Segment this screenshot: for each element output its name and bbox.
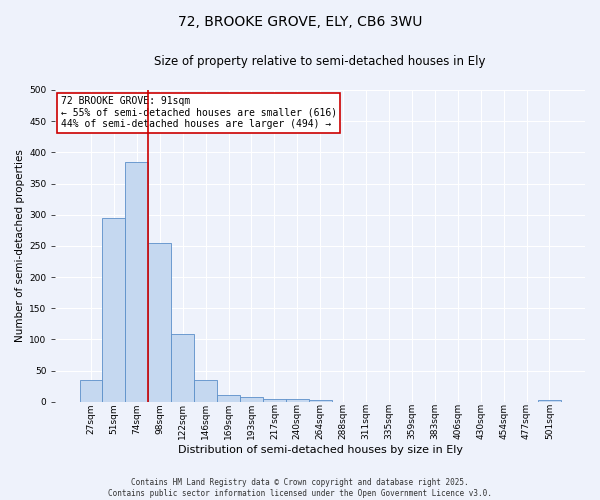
Text: 72 BROOKE GROVE: 91sqm
← 55% of semi-detached houses are smaller (616)
44% of se: 72 BROOKE GROVE: 91sqm ← 55% of semi-det… bbox=[61, 96, 337, 130]
Title: Size of property relative to semi-detached houses in Ely: Size of property relative to semi-detach… bbox=[154, 55, 486, 68]
Bar bbox=[171, 334, 194, 402]
X-axis label: Distribution of semi-detached houses by size in Ely: Distribution of semi-detached houses by … bbox=[178, 445, 463, 455]
Bar bbox=[286, 399, 309, 402]
Bar bbox=[125, 162, 148, 402]
Text: 72, BROOKE GROVE, ELY, CB6 3WU: 72, BROOKE GROVE, ELY, CB6 3WU bbox=[178, 15, 422, 29]
Bar bbox=[538, 400, 561, 402]
Bar bbox=[80, 380, 103, 402]
Bar bbox=[103, 218, 125, 402]
Y-axis label: Number of semi-detached properties: Number of semi-detached properties bbox=[15, 150, 25, 342]
Bar bbox=[217, 396, 240, 402]
Text: Contains HM Land Registry data © Crown copyright and database right 2025.
Contai: Contains HM Land Registry data © Crown c… bbox=[108, 478, 492, 498]
Bar bbox=[263, 398, 286, 402]
Bar bbox=[194, 380, 217, 402]
Bar bbox=[309, 400, 332, 402]
Bar bbox=[240, 398, 263, 402]
Bar bbox=[148, 242, 171, 402]
